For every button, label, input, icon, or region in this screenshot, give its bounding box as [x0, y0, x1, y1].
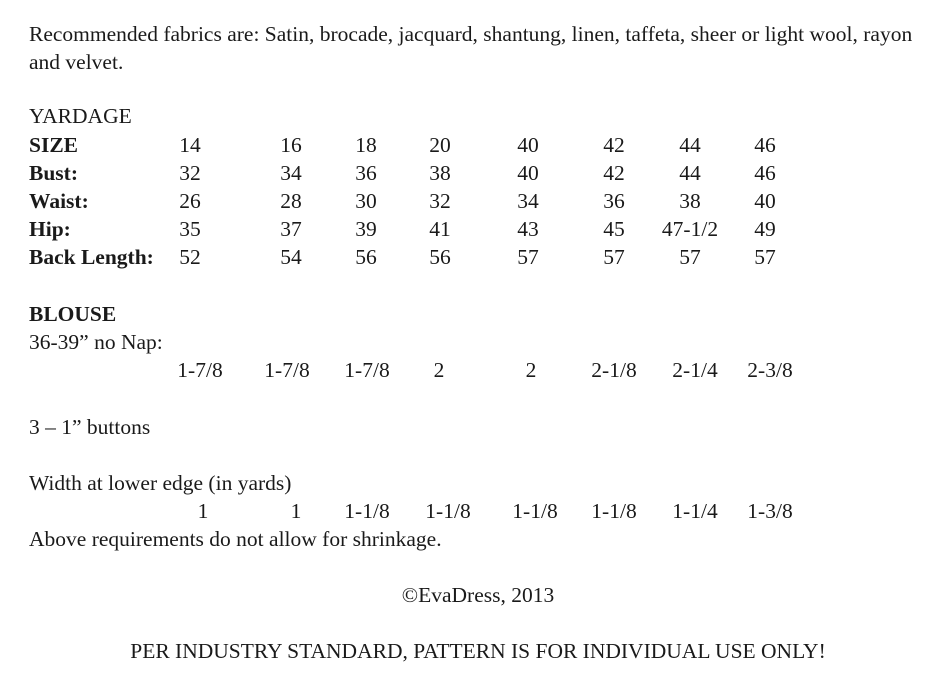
nap-value-cell: 1-7/8 [264, 358, 310, 382]
size-row-cell: 57 [679, 245, 701, 269]
nap-value-cell: 2-1/4 [672, 358, 718, 382]
size-row-cell: 46 [754, 133, 776, 157]
width-value-cell: 1-1/8 [591, 499, 637, 523]
nap-value-cell: 2-1/8 [591, 358, 637, 382]
size-row-cell: 32 [429, 189, 451, 213]
nap-value-cell: 1-7/8 [344, 358, 390, 382]
size-row-cell: 57 [754, 245, 776, 269]
size-row-cell: 14 [179, 133, 201, 157]
copyright-line: ©EvaDress, 2013 [401, 583, 555, 607]
size-row-cell: 20 [429, 133, 451, 157]
size-row-cell: 37 [280, 217, 302, 241]
size-row-cell: 57 [603, 245, 625, 269]
size-row-cell: 49 [754, 217, 776, 241]
width-value-cell: 1-1/8 [512, 499, 558, 523]
size-row-cell: 41 [429, 217, 451, 241]
size-row-label: SIZE [29, 133, 79, 157]
size-row-cell: 30 [355, 189, 377, 213]
nap-value-cell: 2 [433, 358, 445, 382]
size-row-label: Bust: [29, 161, 78, 185]
width-value-cell: 1-1/8 [425, 499, 471, 523]
size-row-cell: 18 [355, 133, 377, 157]
size-row-cell: 32 [179, 161, 201, 185]
nap-value-cell: 2-3/8 [747, 358, 793, 382]
size-row-cell: 40 [754, 189, 776, 213]
buttons-note: 3 – 1” buttons [29, 415, 151, 439]
size-row-cell: 57 [517, 245, 539, 269]
size-row-cell: 34 [517, 189, 539, 213]
size-row-cell: 52 [179, 245, 201, 269]
size-row-cell: 44 [679, 161, 701, 185]
size-row-cell: 39 [355, 217, 377, 241]
size-row-cell: 38 [679, 189, 701, 213]
size-row-cell: 28 [280, 189, 302, 213]
size-row-cell: 42 [603, 161, 625, 185]
yardage-heading: YARDAGE [29, 104, 132, 128]
size-row-cell: 34 [280, 161, 302, 185]
size-row-cell: 36 [603, 189, 625, 213]
nap-label: 36-39” no Nap: [29, 330, 163, 354]
size-row-cell: 46 [754, 161, 776, 185]
size-row-label: Back Length: [29, 245, 154, 269]
width-value-cell: 1-1/4 [672, 499, 718, 523]
width-label: Width at lower edge (in yards) [29, 471, 292, 495]
footer-notice: PER INDUSTRY STANDARD, PATTERN IS FOR IN… [130, 639, 826, 663]
blouse-heading: BLOUSE [29, 302, 117, 326]
width-value-cell: 1-3/8 [747, 499, 793, 523]
nap-value-cell: 2 [525, 358, 537, 382]
width-value-cell: 1-1/8 [344, 499, 390, 523]
size-row-cell: 56 [429, 245, 451, 269]
size-row-cell: 36 [355, 161, 377, 185]
size-row-label: Waist: [29, 189, 89, 213]
size-row-cell: 35 [179, 217, 201, 241]
size-row-cell: 44 [679, 133, 701, 157]
size-row-cell: 40 [517, 161, 539, 185]
nap-value-cell: 1-7/8 [177, 358, 223, 382]
width-value-cell: 1 [197, 499, 209, 523]
size-row-cell: 56 [355, 245, 377, 269]
shrinkage-note: Above requirements do not allow for shri… [29, 527, 442, 551]
intro-paragraph: Recommended fabrics are: Satin, brocade,… [29, 22, 913, 74]
size-row-cell: 16 [280, 133, 302, 157]
size-row-cell: 38 [429, 161, 451, 185]
size-row-cell: 47-1/2 [661, 217, 719, 241]
size-row-cell: 45 [603, 217, 625, 241]
size-row-cell: 40 [517, 133, 539, 157]
size-row-label: Hip: [29, 217, 71, 241]
width-value-cell: 1 [290, 499, 302, 523]
size-row-cell: 43 [517, 217, 539, 241]
size-row-cell: 54 [280, 245, 302, 269]
size-row-cell: 26 [179, 189, 201, 213]
size-row-cell: 42 [603, 133, 625, 157]
